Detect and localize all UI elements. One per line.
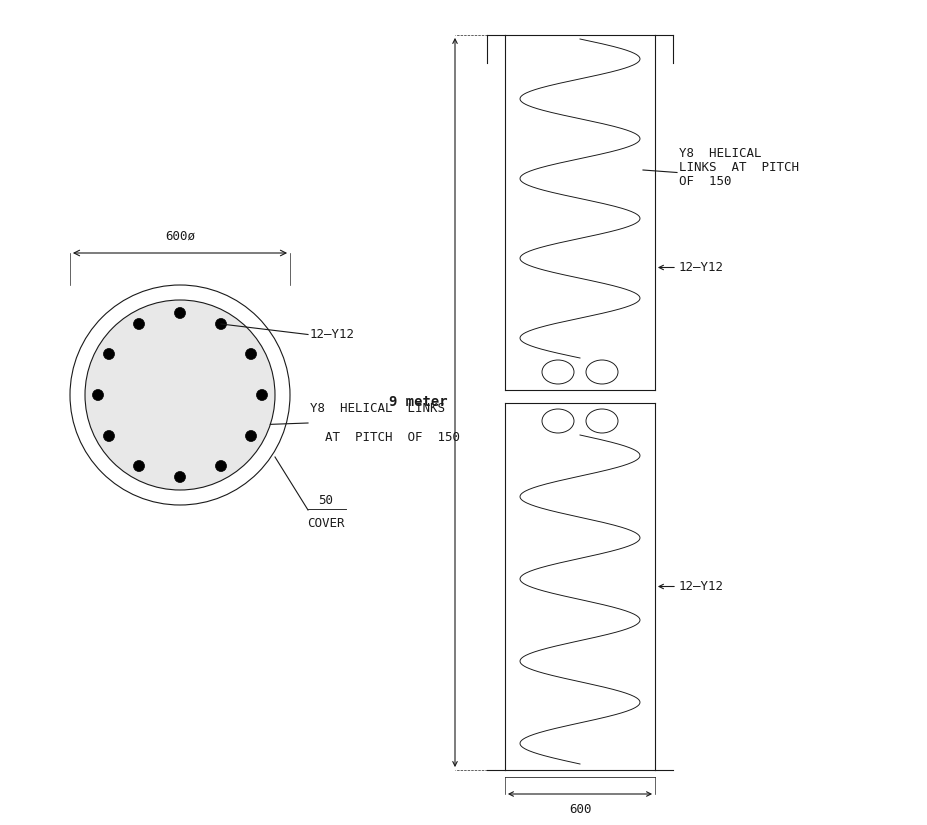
- Circle shape: [93, 389, 104, 400]
- Circle shape: [133, 460, 145, 472]
- Text: 9 meter: 9 meter: [389, 395, 448, 409]
- Circle shape: [133, 318, 145, 329]
- Circle shape: [246, 348, 257, 360]
- Circle shape: [174, 308, 185, 318]
- Circle shape: [215, 460, 226, 472]
- Circle shape: [104, 348, 115, 360]
- Circle shape: [215, 318, 226, 329]
- Text: 12–Y12: 12–Y12: [679, 261, 724, 274]
- Circle shape: [257, 389, 268, 400]
- Circle shape: [85, 300, 275, 490]
- Circle shape: [246, 431, 257, 441]
- Circle shape: [104, 431, 115, 441]
- Text: COVER: COVER: [307, 517, 345, 530]
- Text: Y8  HELICAL  LINKS: Y8 HELICAL LINKS: [310, 402, 445, 415]
- Text: AT  PITCH  OF  150: AT PITCH OF 150: [310, 431, 460, 444]
- Circle shape: [174, 472, 185, 483]
- Text: LINKS  AT  PITCH: LINKS AT PITCH: [679, 161, 799, 174]
- Text: OF  150: OF 150: [679, 175, 731, 188]
- Text: 12–Y12: 12–Y12: [310, 328, 355, 341]
- Text: 50: 50: [319, 494, 334, 507]
- Text: Y8  HELICAL: Y8 HELICAL: [679, 147, 761, 160]
- Text: 12–Y12: 12–Y12: [679, 580, 724, 593]
- Text: 600: 600: [569, 803, 591, 816]
- Text: 600ø: 600ø: [165, 230, 195, 243]
